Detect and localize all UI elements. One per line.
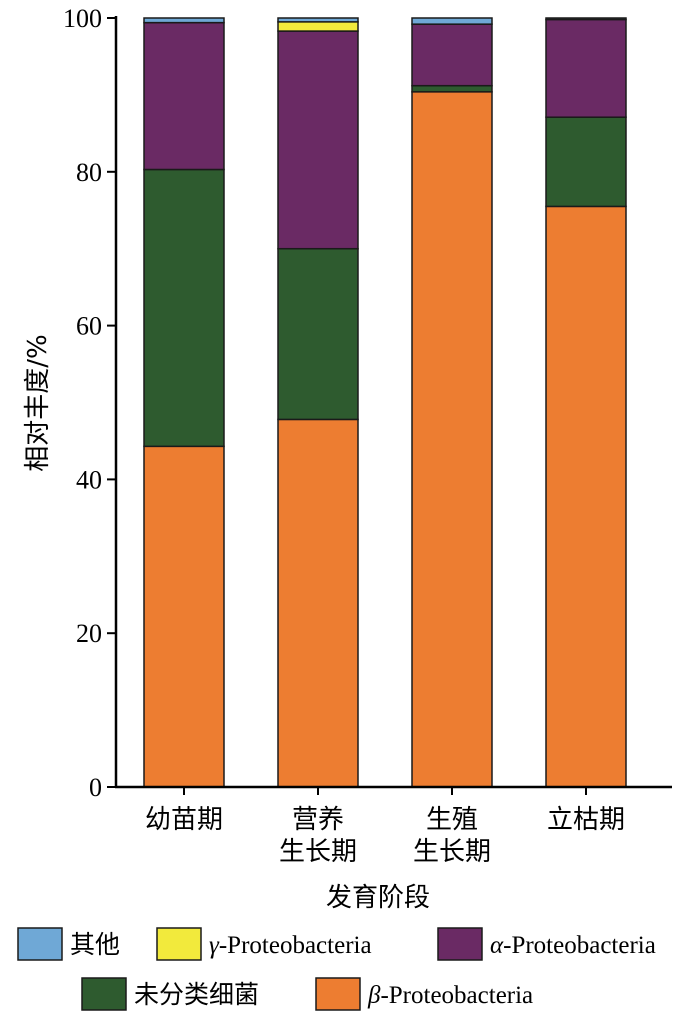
y-tick-label: 100 bbox=[63, 4, 102, 33]
bar-segment bbox=[545, 17, 627, 21]
legend-swatch bbox=[315, 977, 361, 1011]
y-tick-label: 20 bbox=[76, 619, 102, 648]
bar-stack bbox=[545, 17, 627, 788]
legend-label: 未分类细菌 bbox=[134, 980, 259, 1009]
legend-swatch bbox=[156, 927, 202, 961]
bar-segment bbox=[545, 18, 627, 118]
legend-swatch bbox=[437, 927, 483, 961]
bar-stack bbox=[143, 17, 225, 788]
bar-segment bbox=[277, 17, 359, 23]
legend-item: β-Proteobacteria bbox=[315, 977, 533, 1011]
y-tick-label: 60 bbox=[76, 312, 102, 341]
x-tick-label: 生殖 bbox=[426, 805, 478, 835]
bar-segment bbox=[545, 116, 627, 208]
legend-item: 未分类细菌 bbox=[81, 977, 259, 1011]
legend-swatch bbox=[17, 927, 63, 961]
y-tick-label: 40 bbox=[76, 465, 102, 494]
legend-item: γ-Proteobacteria bbox=[156, 927, 372, 961]
x-axis-title: 发育阶段 bbox=[326, 883, 430, 913]
bar-segment bbox=[143, 21, 225, 171]
y-tick-label: 80 bbox=[76, 158, 102, 187]
y-axis-title: 相对丰度/% bbox=[23, 334, 53, 471]
x-tick-label: 生长期 bbox=[279, 837, 357, 867]
legend-label: α-Proteobacteria bbox=[490, 932, 656, 959]
bar-segment bbox=[277, 418, 359, 788]
bar-stack bbox=[411, 17, 493, 788]
x-tick-label: 立枯期 bbox=[547, 805, 625, 835]
bar-segment bbox=[411, 17, 493, 25]
bars-layer bbox=[143, 17, 627, 788]
legend-item: 其他 bbox=[17, 927, 120, 961]
bar-segment bbox=[411, 23, 493, 87]
legend-label: β-Proteobacteria bbox=[367, 982, 533, 1009]
legend: 其他 γ-Proteobacteria α-Proteobacteria 未分类细菌 β… bbox=[17, 927, 656, 1011]
bar-segment bbox=[545, 205, 627, 788]
legend-label: γ-Proteobacteria bbox=[209, 932, 372, 959]
bar-segment bbox=[143, 168, 225, 448]
bar-segment bbox=[277, 247, 359, 421]
bar-stack bbox=[277, 17, 359, 788]
legend-item: α-Proteobacteria bbox=[437, 927, 656, 961]
bar-segment bbox=[411, 84, 493, 93]
bar-segment bbox=[277, 30, 359, 250]
x-tick-label: 生长期 bbox=[413, 837, 491, 867]
y-tick-label: 0 bbox=[89, 773, 102, 802]
legend-swatch bbox=[81, 977, 127, 1011]
bar-segment bbox=[411, 91, 493, 788]
bar-segment bbox=[143, 17, 225, 24]
legend-label: 其他 bbox=[70, 930, 120, 959]
x-tick-label: 幼苗期 bbox=[145, 805, 223, 835]
bar-segment bbox=[143, 445, 225, 788]
bar-segment bbox=[277, 21, 359, 32]
x-tick-label: 营养 bbox=[292, 805, 344, 835]
